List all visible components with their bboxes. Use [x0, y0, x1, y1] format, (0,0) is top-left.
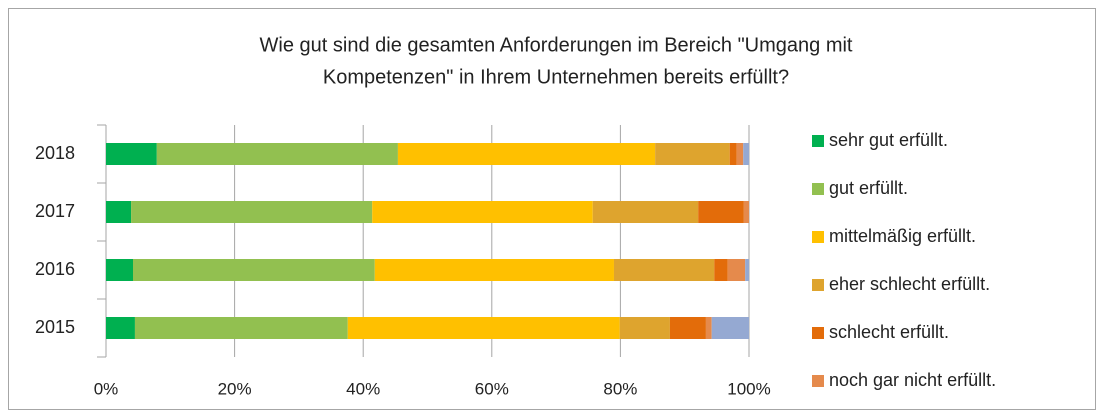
bar-segment	[592, 201, 699, 223]
legend-swatch	[812, 183, 824, 195]
legend-swatch	[812, 231, 824, 243]
legend-swatch	[812, 327, 824, 339]
bar-segment	[619, 317, 670, 339]
chart-title: Wie gut sind die gesamten Anforderungen …	[260, 34, 853, 56]
bar-segment	[743, 143, 749, 165]
bar-segment	[669, 317, 706, 339]
bar-segment	[133, 259, 375, 281]
y-tick-label: 2017	[35, 201, 75, 221]
bar-segment	[106, 143, 157, 165]
y-tick-label: 2018	[35, 143, 75, 163]
legend-label: sehr gut erfüllt.	[829, 130, 948, 150]
x-tick-label: 20%	[218, 379, 252, 398]
y-tick-label: 2016	[35, 259, 75, 279]
legend-label: schlecht erfüllt.	[829, 322, 949, 342]
x-tick-label: 60%	[475, 379, 509, 398]
bar-segment	[705, 317, 712, 339]
legend-label: gut erfüllt.	[829, 178, 908, 198]
bar-segment	[714, 259, 728, 281]
bar-segment	[106, 259, 134, 281]
chart-title: Kompetenzen" in Ihrem Unternehmen bereit…	[323, 66, 789, 88]
bar-segment	[347, 317, 620, 339]
bar-segment	[106, 317, 135, 339]
bar-segment	[613, 259, 715, 281]
bar-segment	[106, 201, 132, 223]
bar-segment	[374, 259, 614, 281]
bar-segment	[134, 317, 348, 339]
x-tick-label: 80%	[603, 379, 637, 398]
bar-segment	[727, 259, 746, 281]
legend-swatch	[812, 279, 824, 291]
x-tick-label: 40%	[346, 379, 380, 398]
bar-segment	[372, 201, 593, 223]
bar-segment	[655, 143, 730, 165]
bar-segment	[743, 201, 749, 223]
legend-swatch	[812, 135, 824, 147]
y-tick-label: 2015	[35, 317, 75, 337]
bar-segment	[156, 143, 398, 165]
bar-segment	[745, 259, 749, 281]
bar-segment	[698, 201, 744, 223]
bar-segment	[729, 143, 737, 165]
bar-segment	[711, 317, 749, 339]
x-tick-label: 100%	[727, 379, 770, 398]
bar-segment	[131, 201, 373, 223]
legend-label: eher schlecht erfüllt.	[829, 274, 990, 294]
legend-label: mittelmäßig erfüllt.	[829, 226, 976, 246]
legend-label: noch gar nicht erfüllt.	[829, 370, 996, 390]
x-tick-label: 0%	[94, 379, 119, 398]
bar-segment	[397, 143, 656, 165]
bar-segment	[736, 143, 744, 165]
legend-swatch	[812, 375, 824, 387]
